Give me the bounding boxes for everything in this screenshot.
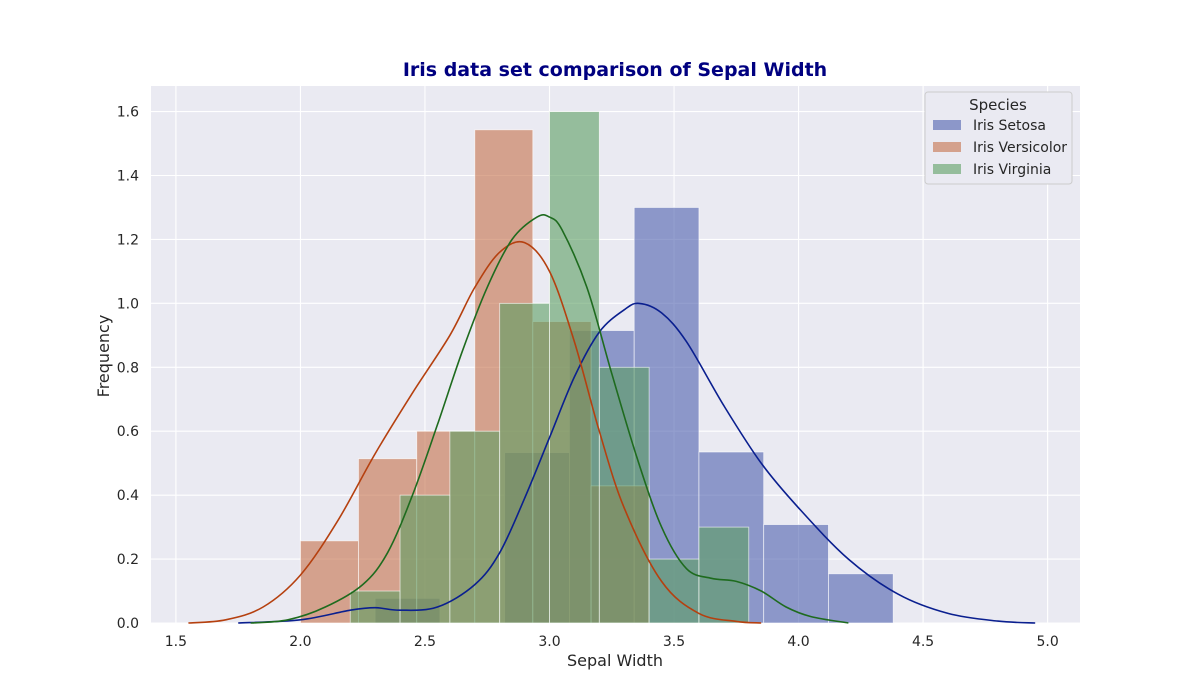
histogram-bar	[698, 526, 750, 624]
legend-entries: Iris Setosa Iris Versicolor Iris Virginia	[933, 118, 1067, 178]
histogram-bar	[828, 573, 894, 624]
x-tick-label: 2.5	[414, 634, 436, 650]
y-axis-label: Frequency	[94, 315, 113, 398]
y-axis-ticks: 0.0 0.2 0.4 0.6 0.8 1.0 1.2 1.4 1.6	[117, 105, 139, 632]
y-tick-label: 0.0	[117, 616, 139, 632]
chart-title: Iris data set comparison of Sepal Width	[403, 59, 827, 81]
kde-line-iris-setosa	[238, 302, 1036, 624]
histogram-bar	[549, 111, 600, 624]
legend-swatch	[933, 164, 961, 174]
kde-line-iris-versicolor	[188, 240, 762, 624]
bars-iris-virginia	[349, 111, 750, 624]
x-axis-ticks: 1.5 2.0 2.5 3.0 3.5 4.0 4.5 5.0	[165, 634, 1059, 650]
x-tick-label: 2.0	[289, 634, 311, 650]
x-tick-label: 3.5	[663, 634, 685, 650]
legend-label: Iris Virginia	[973, 162, 1051, 178]
y-tick-label: 0.8	[117, 360, 139, 376]
legend-label: Iris Versicolor	[973, 140, 1067, 156]
histogram-bars	[300, 111, 894, 624]
histogram-bar	[399, 494, 451, 624]
y-tick-label: 0.4	[117, 488, 139, 504]
kde-curves	[188, 214, 1036, 624]
histogram-bar	[598, 366, 650, 624]
legend-swatch	[933, 142, 961, 152]
legend: Species Iris Setosa Iris Versicolor Iris V…	[924, 91, 1073, 185]
histogram-bar	[648, 558, 700, 624]
y-tick-label: 0.6	[117, 424, 139, 440]
legend-label: Iris Setosa	[973, 118, 1046, 134]
histogram-bar	[499, 302, 550, 624]
legend-box	[924, 91, 1073, 185]
y-tick-label: 0.2	[117, 552, 139, 568]
x-axis-label: Sepal Width	[567, 651, 663, 670]
y-tick-label: 1.2	[117, 232, 139, 248]
histogram-bar	[763, 524, 829, 624]
x-tick-label: 4.5	[912, 634, 934, 650]
y-tick-label: 1.6	[117, 105, 139, 121]
y-tick-label: 1.0	[117, 296, 139, 312]
legend-swatch	[933, 120, 961, 130]
x-tick-label: 1.5	[165, 634, 187, 650]
histogram-bar	[300, 540, 359, 624]
histogram-bar	[449, 430, 501, 624]
x-tick-label: 4.0	[787, 634, 809, 650]
x-tick-label: 3.0	[538, 634, 560, 650]
x-tick-label: 5.0	[1036, 634, 1058, 650]
y-tick-label: 1.4	[117, 169, 139, 185]
legend-title: Species	[969, 96, 1027, 114]
kde-line-iris-virginia	[250, 214, 849, 624]
